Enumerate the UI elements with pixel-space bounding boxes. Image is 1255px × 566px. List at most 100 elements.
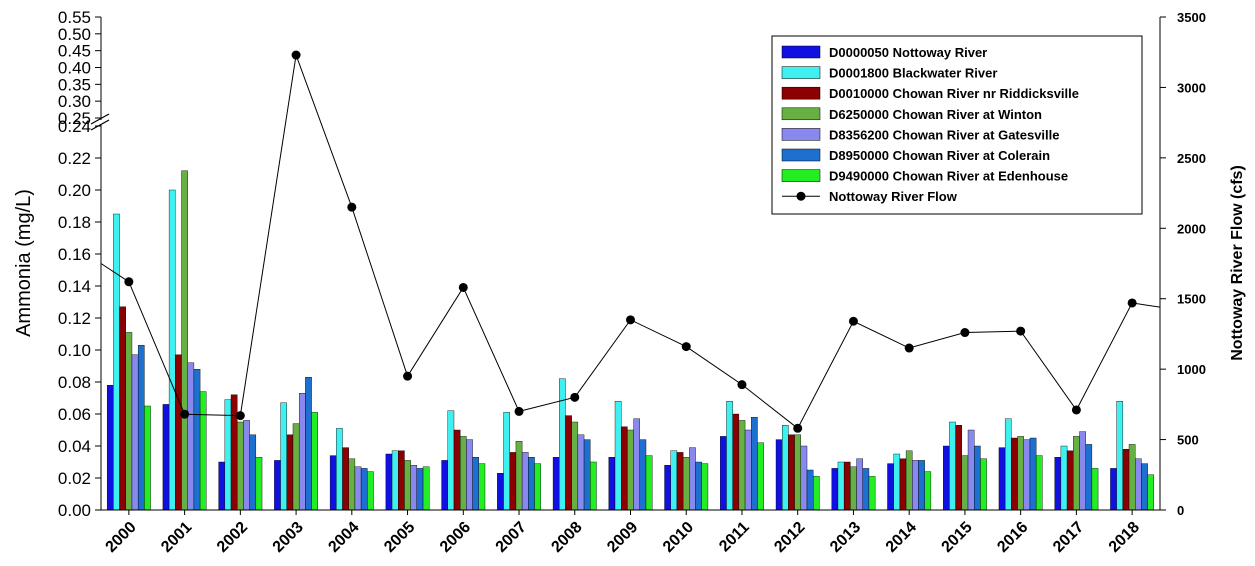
flow-point-2007 (514, 406, 524, 416)
bar-2008-series-6 (583, 439, 591, 511)
bar-2009-series-2 (614, 401, 622, 511)
bar-2016-series-2 (1004, 418, 1012, 511)
bar-2015-series-4 (961, 455, 969, 511)
left-tick-label: 0.40 (58, 59, 91, 78)
right-tick-label: 2500 (1177, 151, 1206, 166)
bar-2000-series-3 (119, 306, 126, 511)
bar-2014-series-3 (899, 458, 907, 511)
bar-2015-series-6 (974, 445, 981, 511)
bar-2015-series-2 (949, 421, 956, 511)
bar-2013-series-3 (843, 461, 851, 511)
bar-2005-series-7 (422, 466, 430, 511)
x-tick-label: 2013 (827, 519, 864, 556)
left-tick-label: 0.35 (58, 75, 91, 94)
bar-2011-series-6 (751, 417, 758, 511)
bar-2011-series-3 (732, 413, 740, 511)
bar-2017-series-7 (1091, 468, 1099, 511)
left-tick-label: 0.08 (58, 373, 91, 392)
legend-label-4: D6250000 Chowan River at Winton (829, 107, 1042, 122)
bar-2016-series-6 (1029, 437, 1037, 511)
bar-2013-series-2 (837, 461, 845, 511)
left-tick-label: 0.50 (58, 25, 91, 44)
flow-point-2010 (681, 342, 691, 352)
left-tick-label: 0.25 (58, 109, 91, 128)
bar-2016-series-3 (1011, 437, 1018, 511)
x-tick-label: 2009 (604, 519, 641, 556)
right-tick-label: 3000 (1177, 80, 1206, 95)
bar-2003-series-7 (311, 412, 318, 511)
bar-2001-series-1 (162, 404, 170, 511)
bar-2001-series-7 (199, 391, 207, 511)
x-tick-label: 2003 (270, 519, 307, 556)
bar-2006-series-6 (472, 457, 479, 511)
bar-2003-series-3 (286, 434, 294, 511)
bar-2015-series-3 (955, 425, 963, 511)
bar-2014-series-6 (918, 460, 925, 511)
bar-2013-series-6 (862, 468, 870, 511)
legend-label-5: D8356200 Chowan River at Gatesville (829, 127, 1060, 142)
flow-point-2016 (1016, 326, 1026, 336)
left-tick-label: 0.10 (58, 341, 91, 360)
bar-2011-series-7 (757, 442, 764, 511)
bar-2003-series-6 (305, 377, 312, 511)
bar-2000-series-7 (144, 405, 151, 511)
bar-2002-series-6 (249, 434, 257, 511)
bar-2003-series-4 (292, 423, 300, 511)
bar-2012-series-4 (794, 434, 802, 511)
bar-2002-series-7 (255, 457, 263, 511)
flow-point-2014 (904, 343, 914, 353)
legend-box (771, 35, 1143, 215)
bar-2012-series-3 (788, 434, 795, 511)
bar-2000-series-4 (125, 332, 133, 511)
bar-2007-series-7 (534, 463, 541, 511)
bar-2016-series-1 (998, 447, 1006, 511)
bar-2011-series-2 (726, 401, 733, 511)
bar-2001-series-2 (168, 189, 176, 511)
flow-point-2011 (737, 380, 747, 390)
bar-2004-series-1 (329, 455, 337, 511)
bar-2012-series-1 (775, 439, 783, 511)
bar-2006-series-7 (478, 463, 486, 511)
bar-2018-series-3 (1122, 449, 1130, 511)
bar-2012-series-5 (800, 445, 808, 511)
left-tick-label: 0.12 (58, 309, 91, 328)
y-axis-title: Ammonia (mg/L) (13, 189, 35, 337)
legend-label-flow: Nottoway River Flow (829, 189, 958, 204)
x-tick-label: 2005 (381, 519, 418, 556)
flow-point-2003 (291, 50, 301, 60)
right-tick-label: 1000 (1177, 362, 1206, 377)
bar-2008-series-3 (565, 415, 572, 511)
bar-2005-series-2 (391, 450, 399, 511)
right-tick-label: 0 (1177, 503, 1184, 518)
x-tick-label: 2016 (994, 519, 1031, 556)
bar-2001-series-4 (181, 170, 188, 511)
legend-label-2: D0001800 Blackwater River (829, 66, 997, 81)
bar-2010-series-3 (676, 452, 684, 511)
x-tick-label: 2008 (548, 519, 585, 556)
legend-line-marker (796, 191, 806, 201)
bar-2016-series-4 (1017, 436, 1024, 511)
flow-point-2018 (1127, 298, 1137, 308)
bar-2002-series-3 (230, 394, 238, 511)
bar-2013-series-1 (831, 468, 839, 511)
x-tick-label: 2000 (103, 519, 140, 556)
x-tick-label: 2002 (214, 519, 251, 556)
bar-2011-series-5 (744, 429, 752, 511)
x-tick-label: 2001 (158, 519, 195, 556)
bar-2016-series-5 (1023, 439, 1031, 511)
flow-point-2006 (458, 282, 468, 292)
x-tick-label: 2004 (325, 519, 362, 556)
legend-swatch-1 (781, 45, 821, 59)
legend-label-6: D8950000 Chowan River at Colerain (829, 148, 1050, 163)
bar-2007-series-1 (497, 473, 504, 511)
y2-axis-title: Nottoway River Flow (cfs) (1229, 165, 1246, 361)
bar-2002-series-4 (237, 421, 244, 511)
x-tick-label: 2010 (660, 519, 697, 556)
left-tick-label: 0.24 (58, 117, 91, 136)
bar-2018-series-5 (1135, 458, 1142, 511)
bar-2007-series-5 (521, 452, 529, 511)
bar-2005-series-6 (416, 468, 424, 511)
legend-label-3: D0010000 Chowan River nr Riddicksville (829, 86, 1079, 101)
bar-2001-series-6 (193, 369, 201, 511)
